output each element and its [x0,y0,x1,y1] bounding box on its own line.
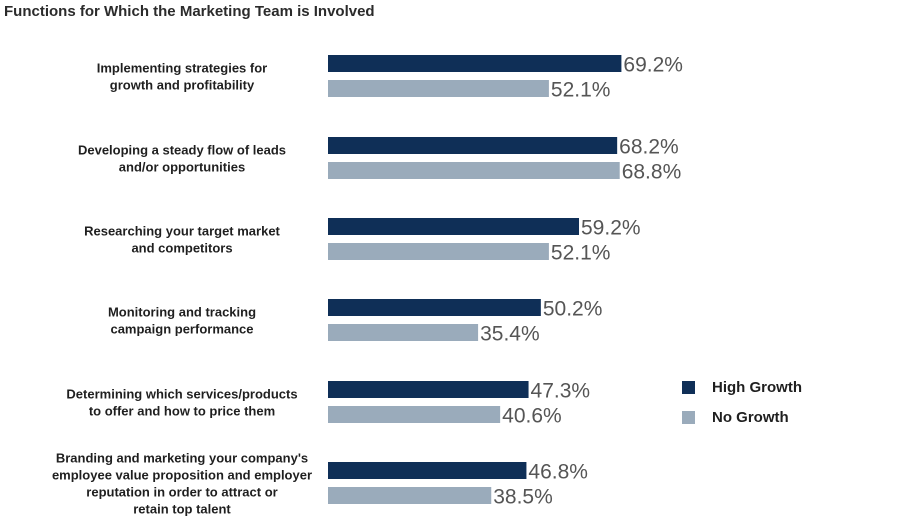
category-label-line: Developing a steady flow of leads [78,143,286,158]
category-label: Branding and marketing your company's emp… [52,451,312,517]
category-label: Researching your target market and compet… [84,224,280,256]
bar-no-growth [328,162,620,179]
chart-title: Functions for Which the Marketing Team i… [4,3,375,20]
category-label: Determining which services/products to of… [66,387,297,419]
value-label: 50.2% [543,298,603,321]
category-label: Developing a steady flow of leads and/or … [78,143,286,175]
bar-high-growth [328,381,529,398]
legend-swatch-high-growth [682,381,695,394]
value-label: 38.5% [493,486,553,509]
bar-no-growth [328,80,549,97]
bar-no-growth [328,324,479,341]
category-label-line: campaign performance [110,322,253,337]
category-label-line: Researching your target market [84,224,280,239]
value-label: 40.6% [502,405,562,428]
category-label-line: Monitoring and tracking [108,305,256,320]
value-label: 47.3% [531,380,591,403]
value-label: 69.2% [623,54,683,77]
category-label-line: and competitors [131,241,232,256]
category-label-line: reputation in order to attract or [86,485,277,500]
bar-no-growth [328,243,549,260]
category-label-line: employee value proposition and employer [52,468,312,483]
bar-high-growth [328,299,541,316]
bar-no-growth [328,406,501,423]
category-label-line: retain top talent [133,502,231,517]
category-label-line: Determining which services/products [66,387,297,402]
bar-high-growth [328,462,527,479]
category-label-line: Implementing strategies for [97,61,267,76]
bar-no-growth [328,487,492,504]
value-label: 52.1% [551,79,611,102]
bar-high-growth [328,218,580,235]
value-label: 46.8% [528,461,588,484]
category-label-line: to offer and how to price them [89,404,275,419]
value-label: 68.8% [622,161,682,184]
value-label: 68.2% [619,136,679,159]
category-label: Monitoring and tracking campaign performa… [108,305,256,337]
category-label-line: growth and profitability [110,78,255,93]
legend-label-high-growth: High Growth [712,379,802,396]
bar-high-growth [328,137,618,154]
value-label: 35.4% [480,323,540,346]
legend-label-no-growth: No Growth [712,409,789,426]
category-label: Implementing strategies for growth and pr… [97,61,267,93]
category-label-line: Branding and marketing your company's [56,451,308,466]
legend-swatch-no-growth [682,411,695,424]
value-label: 59.2% [581,217,641,240]
bar-high-growth [328,55,622,72]
value-label: 52.1% [551,242,611,265]
category-label-line: and/or opportunities [119,160,245,175]
